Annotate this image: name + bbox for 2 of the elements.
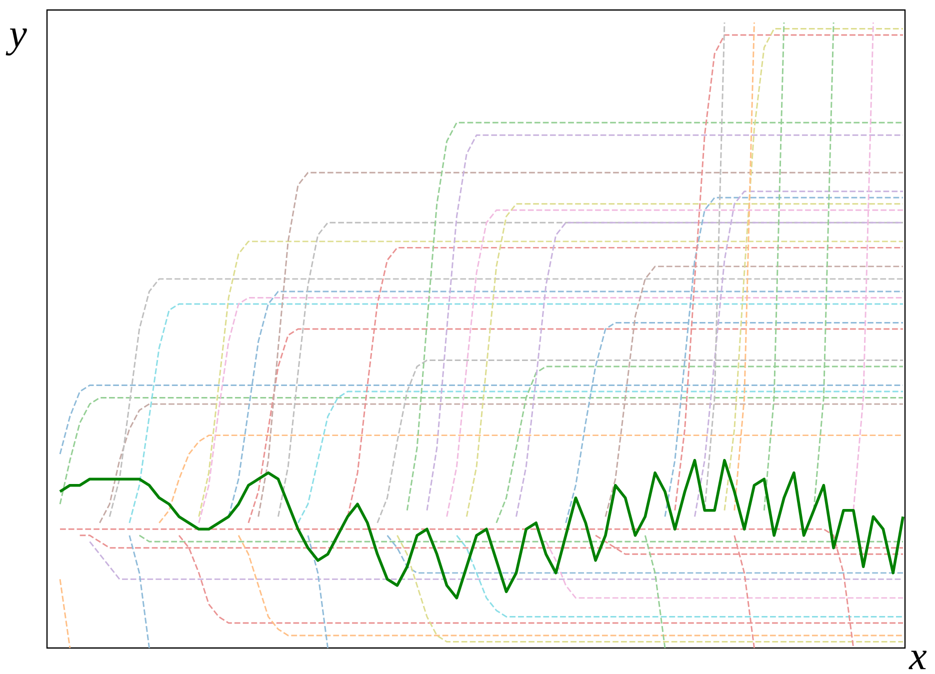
y-axis-title: y xyxy=(6,28,27,56)
x-axis-title: x xyxy=(908,650,927,670)
